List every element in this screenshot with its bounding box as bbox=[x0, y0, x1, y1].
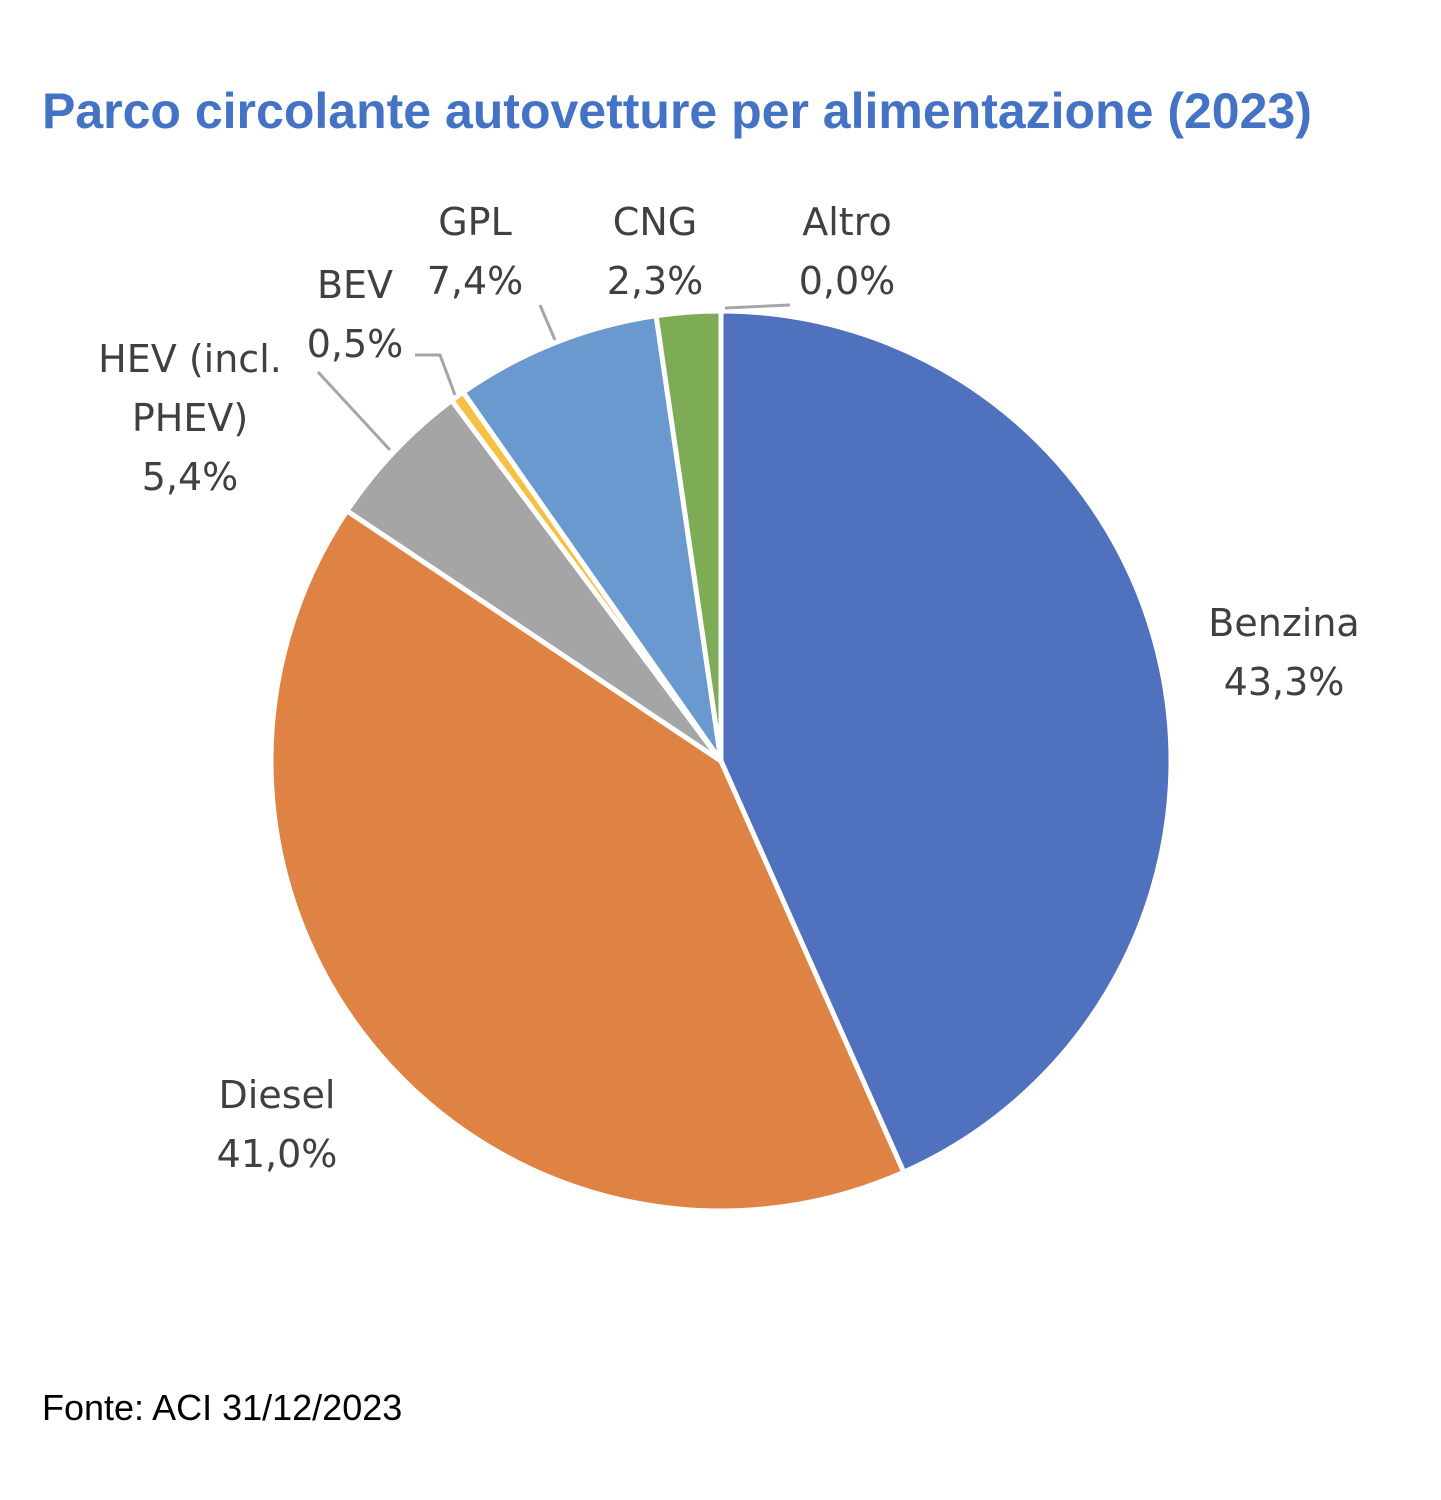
data-label-value: 41,0% bbox=[217, 1132, 338, 1176]
data-label-name: GPL bbox=[438, 200, 512, 244]
pie-slice-diesel bbox=[268, 508, 907, 1214]
data-label-name: CNG bbox=[613, 200, 697, 244]
data-label-value: 7,4% bbox=[427, 259, 524, 303]
data-label-diesel: Diesel 41,0% bbox=[217, 1073, 338, 1176]
leader-lines bbox=[316, 303, 791, 452]
leader-line-bev bbox=[415, 353, 457, 396]
chart-title: Parco circolante autovetture per aliment… bbox=[42, 83, 1312, 139]
source-note: Fonte: ACI 31/12/2023 bbox=[42, 1387, 403, 1428]
data-label-value: 2,3% bbox=[607, 259, 704, 303]
pie-slices bbox=[268, 308, 1174, 1214]
data-label-benzina: Benzina 43,3% bbox=[1208, 601, 1359, 704]
data-label-hev-incl-phev: HEV (incl. PHEV) 5,4% bbox=[98, 337, 282, 499]
data-label-value: 43,3% bbox=[1224, 660, 1345, 704]
pie-slice-benzina bbox=[718, 308, 1174, 1175]
data-label-cng: CNG 2,3% bbox=[607, 200, 704, 303]
data-label-gpl: GPL 7,4% bbox=[427, 200, 524, 303]
data-label-name: Diesel bbox=[219, 1073, 336, 1117]
leader-line-altro bbox=[724, 303, 791, 310]
data-label-name: Benzina bbox=[1208, 601, 1359, 645]
data-label-value: 0,5% bbox=[307, 322, 404, 366]
data-label-name: Altro bbox=[802, 200, 892, 244]
leader-line-gpl bbox=[538, 304, 557, 341]
data-label-name: BEV bbox=[317, 263, 393, 307]
data-label-value: 0,0% bbox=[799, 259, 896, 303]
data-label-name: HEV (incl. bbox=[98, 337, 282, 381]
pie-slice-gpl bbox=[460, 313, 724, 764]
pie-slice-hev-incl-phev bbox=[344, 397, 724, 764]
pie-slice-cng bbox=[653, 308, 724, 764]
data-label-name: PHEV) bbox=[132, 396, 248, 440]
data-label-bev: BEV 0,5% bbox=[307, 263, 404, 366]
leader-line-hev-incl-phev bbox=[316, 370, 392, 452]
data-label-value: 5,4% bbox=[142, 455, 239, 499]
data-labels: Benzina 43,3% Diesel 41,0% HEV (incl. PHEV) 5,… bbox=[98, 200, 1360, 1176]
data-label-altro: Altro 0,0% bbox=[799, 200, 896, 303]
